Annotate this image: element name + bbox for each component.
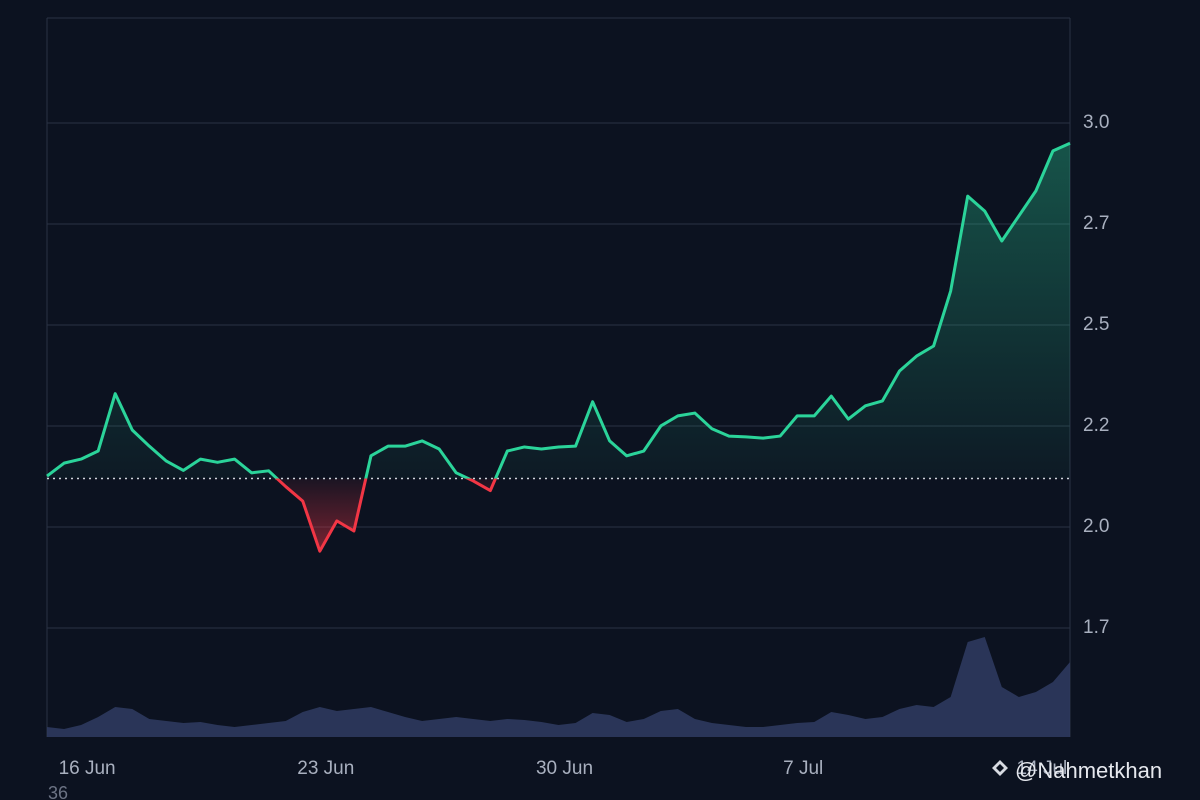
x-tick-label: 7 Jul	[783, 758, 823, 779]
y-tick-label: 2.7	[1083, 213, 1109, 234]
watermark-text: @Nahmetkhan	[1015, 758, 1162, 783]
price-line	[46, 141, 1071, 553]
area	[47, 143, 1070, 552]
x-tick-label: 14 Jul	[1017, 758, 1068, 779]
x-tick-label: 23 Jun	[297, 758, 354, 779]
y-tick-label: 2.0	[1083, 516, 1109, 537]
watermark: @Nahmetkhan	[992, 758, 1162, 783]
x-tick-label: 30 Jun	[536, 758, 593, 779]
y-tick-label: 3.0	[1083, 112, 1109, 133]
y-tick-label: 2.5	[1083, 314, 1109, 335]
volume-area	[47, 637, 1070, 737]
y-tick-label: 1.7	[1083, 617, 1109, 638]
corner-text: 36	[48, 783, 68, 800]
x-tick-label: 16 Jun	[59, 758, 116, 779]
y-tick-label: 2.2	[1083, 415, 1109, 436]
watermark-icon	[992, 760, 1008, 776]
